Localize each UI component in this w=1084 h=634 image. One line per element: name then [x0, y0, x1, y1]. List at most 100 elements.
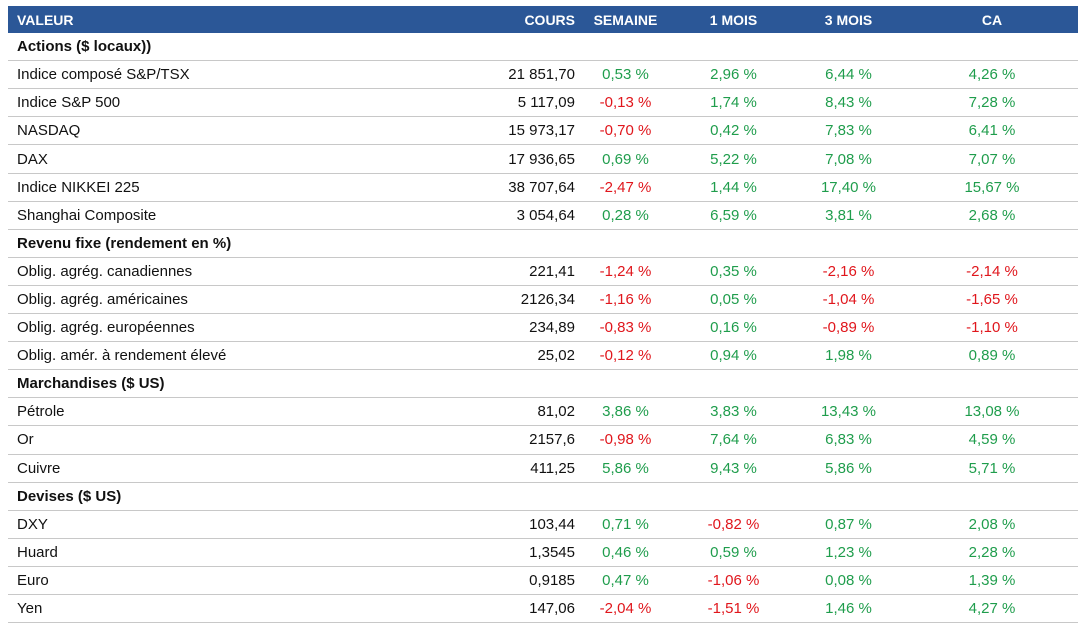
cell-value: 147,06 — [508, 594, 575, 624]
data-row: Yen 147,06 -2,04 % -1,51 % 1,46 % 4,27 % — [8, 594, 1078, 624]
cell-value: 0,16 % — [676, 313, 791, 343]
data-row: Oblig. agrég. européennes 234,89 -0,83 % 0,… — [8, 313, 1078, 343]
cell-value: 9,43 % — [676, 454, 791, 483]
cell-value: -2,47 % — [575, 173, 676, 202]
row-label: Indice NIKKEI 225 — [8, 173, 508, 202]
cell-value: 234,89 — [508, 313, 575, 343]
cell-value: 15 973,17 — [508, 116, 575, 146]
section-row: Devises ($ US) — [8, 482, 1078, 511]
cell-value: 0,71 % — [575, 510, 676, 539]
cell-value: -0,12 % — [575, 341, 676, 371]
data-row: DAX 17 936,65 0,69 % 5,22 % 7,08 % 7,07 % — [8, 144, 1078, 174]
data-row: Cuivre 411,25 5,86 % 9,43 % 5,86 % 5,71 % — [8, 454, 1078, 483]
row-label: Oblig. amér. à rendement élevé — [8, 341, 508, 371]
cell-value: 1,39 % — [906, 566, 1078, 595]
cell-value: 221,41 — [508, 257, 575, 286]
cell-value: 0,08 % — [791, 566, 906, 595]
row-label: Shanghai Composite — [8, 201, 508, 230]
cell-value: 0,05 % — [676, 285, 791, 315]
row-label: Huard — [8, 538, 508, 567]
column-header: COURS — [508, 6, 575, 34]
cell-value: 103,44 — [508, 510, 575, 539]
cell-value: 3 054,64 — [508, 201, 575, 230]
section-row: Actions ($ locaux)) — [8, 33, 1078, 62]
cell-value: 7,08 % — [791, 144, 906, 174]
cell-value: 1,3545 — [508, 538, 575, 567]
cell-value: 2,08 % — [906, 510, 1078, 539]
cell-value: 2157,6 — [508, 425, 575, 455]
data-row: Oblig. agrég. canadiennes 221,41 -1,24 % 0,… — [8, 257, 1078, 286]
row-label: Euro — [8, 566, 508, 595]
cell-value: 0,35 % — [676, 257, 791, 286]
cell-value: 6,83 % — [791, 425, 906, 455]
cell-value: 25,02 — [508, 341, 575, 371]
cell-value: -0,82 % — [676, 510, 791, 539]
cell-value: 3,83 % — [676, 397, 791, 427]
cell-value: 6,44 % — [791, 60, 906, 90]
cell-value: -0,83 % — [575, 313, 676, 343]
data-row: Indice composé S&P/TSX 21 851,70 0,53 % 2,9… — [8, 60, 1078, 90]
row-label: Yen — [8, 594, 508, 624]
cell-value: 7,64 % — [676, 425, 791, 455]
cell-value: 17,40 % — [791, 173, 906, 202]
cell-value: 2,28 % — [906, 538, 1078, 567]
cell-value: -1,04 % — [791, 285, 906, 315]
cell-value: -1,65 % — [906, 285, 1078, 315]
cell-value: -1,16 % — [575, 285, 676, 315]
row-label: Oblig. agrég. européennes — [8, 313, 508, 343]
row-label: Oblig. agrég. américaines — [8, 285, 508, 315]
cell-value: 6,59 % — [676, 201, 791, 230]
section-title: Marchandises ($ US) — [8, 369, 1078, 399]
cell-value: 21 851,70 — [508, 60, 575, 90]
cell-value: -0,70 % — [575, 116, 676, 146]
section-row: Revenu fixe (rendement en %) — [8, 229, 1078, 258]
row-label: Indice S&P 500 — [8, 88, 508, 118]
cell-value: 1,44 % — [676, 173, 791, 202]
column-header: 1 MOIS — [676, 6, 791, 34]
cell-value: 0,46 % — [575, 538, 676, 567]
cell-value: 5 117,09 — [508, 88, 575, 118]
data-row: Oblig. amér. à rendement élevé 25,02 -0,12… — [8, 341, 1078, 371]
cell-value: -1,06 % — [676, 566, 791, 595]
column-header: 3 MOIS — [791, 6, 906, 34]
cell-value: 1,23 % — [791, 538, 906, 567]
cell-value: 3,81 % — [791, 201, 906, 230]
cell-value: 38 707,64 — [508, 173, 575, 202]
cell-value: 0,47 % — [575, 566, 676, 595]
cell-value: 13,08 % — [906, 397, 1078, 427]
cell-value: -0,13 % — [575, 88, 676, 118]
row-label: DXY — [8, 510, 508, 539]
data-row: Shanghai Composite 3 054,64 0,28 % 6,59 % 3,… — [8, 201, 1078, 230]
column-header: VALEUR — [8, 6, 508, 34]
market-table: VALEUR COURS SEMAINE 1 MOIS 3 MOIS CA Actions… — [8, 6, 1078, 624]
cell-value: -0,89 % — [791, 313, 906, 343]
data-row: Oblig. agrég. américaines 2126,34 -1,16 % 0… — [8, 285, 1078, 315]
data-row: DXY 103,44 0,71 % -0,82 % 0,87 % 2,08 % — [8, 510, 1078, 539]
cell-value: 2,68 % — [906, 201, 1078, 230]
section-title: Revenu fixe (rendement en %) — [8, 229, 1078, 258]
data-row: Or 2157,6 -0,98 % 7,64 % 6,83 % 4,59 % — [8, 425, 1078, 455]
cell-value: 0,94 % — [676, 341, 791, 371]
cell-value: 5,86 % — [791, 454, 906, 483]
cell-value: 7,28 % — [906, 88, 1078, 118]
cell-value: 0,69 % — [575, 144, 676, 174]
cell-value: 0,87 % — [791, 510, 906, 539]
cell-value: 0,28 % — [575, 201, 676, 230]
data-row: NASDAQ 15 973,17 -0,70 % 0,42 % 7,83 % 6,41 % — [8, 116, 1078, 146]
header-row: VALEUR COURS SEMAINE 1 MOIS 3 MOIS CA — [8, 6, 1078, 34]
cell-value: 5,86 % — [575, 454, 676, 483]
column-header: SEMAINE — [575, 6, 676, 34]
cell-value: 5,22 % — [676, 144, 791, 174]
data-row: Huard 1,3545 0,46 % 0,59 % 1,23 % 2,28 % — [8, 538, 1078, 567]
data-row: Indice NIKKEI 225 38 707,64 -2,47 % 1,44 % 1… — [8, 173, 1078, 202]
section-title: Actions ($ locaux)) — [8, 33, 1078, 62]
row-label: Cuivre — [8, 454, 508, 483]
row-label: NASDAQ — [8, 116, 508, 146]
cell-value: 3,86 % — [575, 397, 676, 427]
row-label: Indice composé S&P/TSX — [8, 60, 508, 90]
cell-value: 0,53 % — [575, 60, 676, 90]
cell-value: -1,51 % — [676, 594, 791, 624]
cell-value: -2,04 % — [575, 594, 676, 624]
cell-value: 17 936,65 — [508, 144, 575, 174]
row-label: Or — [8, 425, 508, 455]
